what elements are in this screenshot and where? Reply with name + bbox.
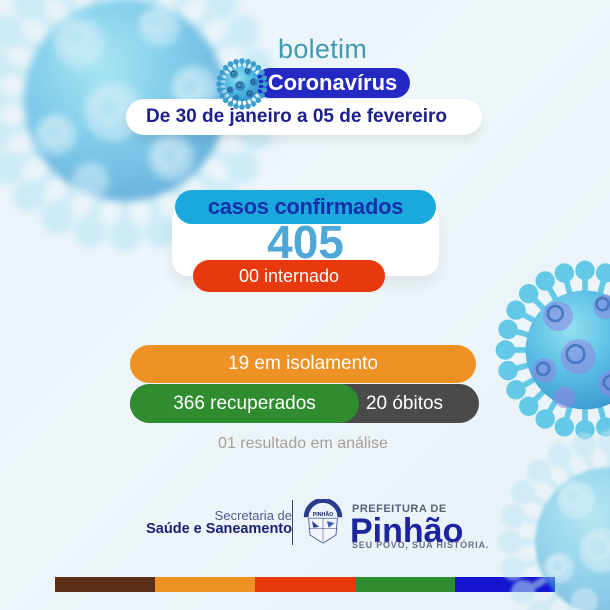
svg-text:PINHÃO: PINHÃO [313,511,333,518]
